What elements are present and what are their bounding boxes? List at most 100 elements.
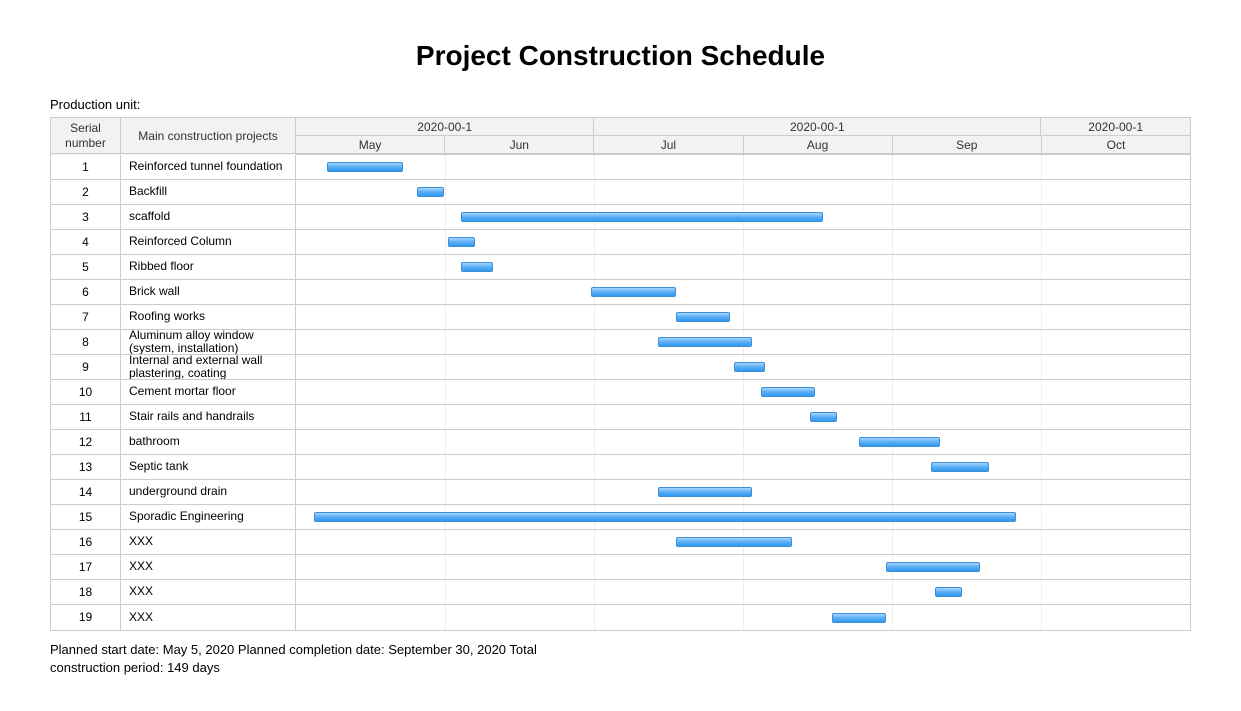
serial-cell: 11 — [51, 405, 121, 429]
grid-line — [594, 430, 595, 454]
serial-cell: 15 — [51, 505, 121, 529]
grid-line — [1041, 205, 1042, 229]
task-name-cell: Roofing works — [121, 305, 296, 329]
chart-cell — [296, 230, 1190, 254]
grid-line — [743, 155, 744, 179]
chart-cell — [296, 330, 1190, 354]
grid-line — [445, 455, 446, 479]
table-row: 5Ribbed floor — [51, 255, 1190, 280]
header-serial: Serial number — [51, 118, 121, 154]
grid-line — [743, 455, 744, 479]
grid-line — [743, 305, 744, 329]
table-row: 13Septic tank — [51, 455, 1190, 480]
grid-line — [594, 380, 595, 404]
table-row: 18XXX — [51, 580, 1190, 605]
header-period-cell: 2020-00-1 — [296, 118, 594, 136]
table-row: 12bathroom — [51, 430, 1190, 455]
table-row: 9Internal and external wall plastering, … — [51, 355, 1190, 380]
task-name-cell: Stair rails and handrails — [121, 405, 296, 429]
grid-line — [594, 605, 595, 630]
grid-line — [743, 180, 744, 204]
chart-cell — [296, 605, 1190, 630]
task-name-cell: Ribbed floor — [121, 255, 296, 279]
serial-cell: 10 — [51, 380, 121, 404]
grid-line — [743, 230, 744, 254]
serial-cell: 8 — [51, 330, 121, 354]
grid-line — [892, 480, 893, 504]
grid-line — [743, 430, 744, 454]
task-name-cell: bathroom — [121, 430, 296, 454]
gantt-bar — [886, 562, 980, 572]
grid-line — [892, 155, 893, 179]
chart-cell — [296, 405, 1190, 429]
gantt-bar — [734, 362, 765, 372]
gantt-header-row1: Serial number Main construction projects… — [51, 118, 1190, 155]
grid-line — [445, 305, 446, 329]
grid-line — [445, 380, 446, 404]
subtitle: Production unit: — [50, 97, 1191, 112]
header-month-cell: Sep — [893, 136, 1042, 154]
grid-line — [594, 305, 595, 329]
task-name-cell: Sporadic Engineering — [121, 505, 296, 529]
header-month-cell: Aug — [744, 136, 893, 154]
chart-cell — [296, 255, 1190, 279]
task-name-cell: Reinforced tunnel foundation — [121, 155, 296, 179]
grid-line — [445, 205, 446, 229]
gantt-table: Serial number Main construction projects… — [50, 117, 1191, 631]
grid-line — [594, 330, 595, 354]
table-row: 10Cement mortar floor — [51, 380, 1190, 405]
table-row: 14underground drain — [51, 480, 1190, 505]
grid-line — [445, 605, 446, 630]
header-months: MayJunJulAugSepOct — [296, 136, 1190, 154]
task-name-cell: XXX — [121, 580, 296, 604]
gantt-bar — [591, 287, 676, 297]
grid-line — [743, 280, 744, 304]
grid-line — [1041, 580, 1042, 604]
grid-line — [445, 230, 446, 254]
task-name-cell: scaffold — [121, 205, 296, 229]
chart-cell — [296, 455, 1190, 479]
serial-cell: 5 — [51, 255, 121, 279]
header-period-cell: 2020-00-1 — [594, 118, 1041, 136]
chart-cell — [296, 480, 1190, 504]
grid-line — [892, 280, 893, 304]
serial-cell: 1 — [51, 155, 121, 179]
grid-line — [892, 305, 893, 329]
chart-cell — [296, 355, 1190, 379]
grid-line — [1041, 530, 1042, 554]
grid-line — [892, 205, 893, 229]
grid-line — [594, 155, 595, 179]
grid-line — [892, 530, 893, 554]
task-name-cell: underground drain — [121, 480, 296, 504]
gantt-bar — [761, 387, 815, 397]
task-name-cell: XXX — [121, 605, 296, 630]
chart-cell — [296, 155, 1190, 179]
gantt-bar — [327, 162, 403, 172]
gantt-bar — [658, 487, 752, 497]
grid-line — [743, 405, 744, 429]
chart-cell — [296, 380, 1190, 404]
chart-cell — [296, 305, 1190, 329]
serial-cell: 12 — [51, 430, 121, 454]
grid-line — [743, 380, 744, 404]
serial-cell: 9 — [51, 355, 121, 379]
gantt-bar — [461, 212, 823, 222]
grid-line — [892, 580, 893, 604]
footer-note: Planned start date: May 5, 2020 Planned … — [50, 641, 570, 677]
table-row: 3scaffold — [51, 205, 1190, 230]
grid-line — [445, 530, 446, 554]
grid-line — [1041, 155, 1042, 179]
grid-line — [743, 555, 744, 579]
task-name-cell: Backfill — [121, 180, 296, 204]
grid-line — [445, 280, 446, 304]
table-row: 19XXX — [51, 605, 1190, 630]
task-name-cell: Reinforced Column — [121, 230, 296, 254]
grid-line — [743, 255, 744, 279]
header-month-cell: May — [296, 136, 445, 154]
grid-line — [445, 555, 446, 579]
table-row: 17XXX — [51, 555, 1190, 580]
grid-line — [1041, 380, 1042, 404]
task-name-cell: Septic tank — [121, 455, 296, 479]
grid-line — [1041, 230, 1042, 254]
gantt-bar — [461, 262, 492, 272]
